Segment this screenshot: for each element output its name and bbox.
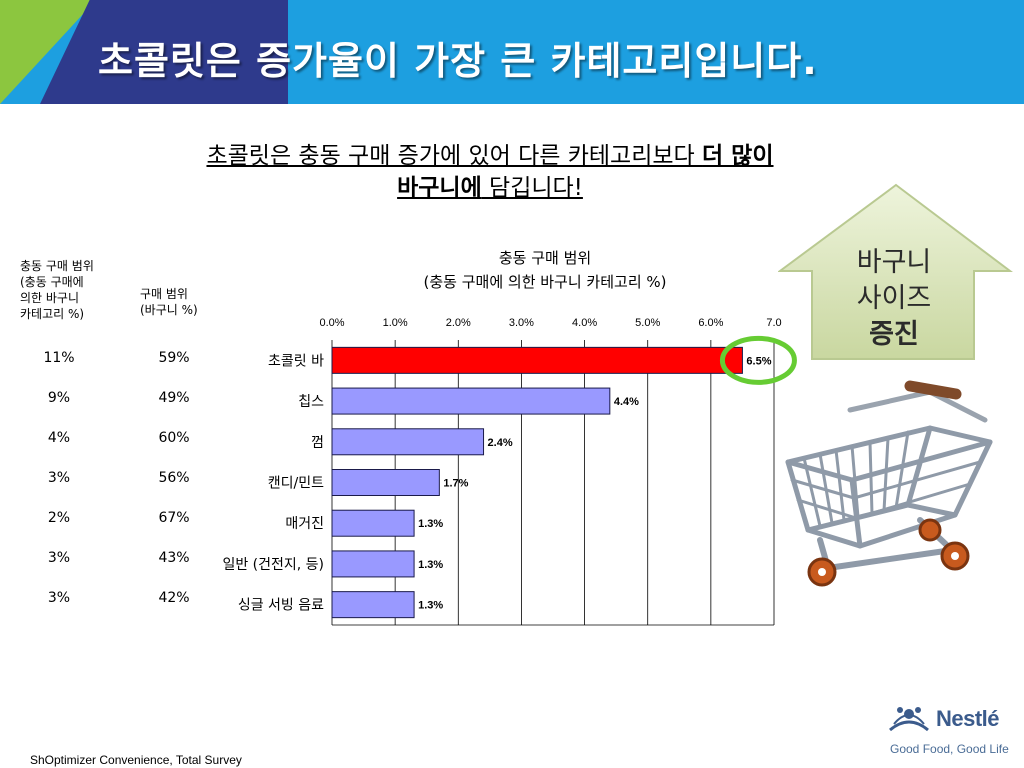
col1-header-line: 충동 구매 범위 bbox=[20, 259, 94, 273]
bar bbox=[331, 428, 485, 456]
col1-value: 9% bbox=[47, 390, 71, 406]
bar bbox=[331, 591, 415, 619]
source-note: ShOptimizer Convenience, Total Survey bbox=[30, 753, 242, 767]
header-banner: 초콜릿은 증가율이 가장 큰 카테고리입니다. bbox=[0, 0, 1024, 104]
impulse-bar-chart: 0.0% 1.0% 2.0% 3.0% 4.0% 5.0% 6.0% 7.0 초콜릿 바 6.5%… bbox=[222, 317, 797, 626]
subtitle: 초콜릿은 충동 구매 증가에 있어 다른 카테고리보다 더 많이 바구니에 담깁… bbox=[110, 140, 870, 204]
arrow-text-line: 사이즈 bbox=[857, 283, 932, 314]
col2-value: 67% bbox=[158, 510, 190, 526]
col1-value: 4% bbox=[47, 430, 71, 446]
col2-value: 42% bbox=[158, 590, 190, 606]
x-tick-label: 2.0% bbox=[446, 317, 471, 329]
subtitle-line1-text: 초콜릿은 충동 구매 증가에 있어 다른 카테고리보다 bbox=[206, 143, 703, 169]
chart-title: 충동 구매 범위 (충동 구매에 의한 바구니 카테고리 %) bbox=[360, 246, 730, 294]
brand-wordmark: Nestlé bbox=[936, 706, 1000, 731]
bar bbox=[331, 509, 415, 537]
x-tick-label: 4.0% bbox=[572, 317, 597, 329]
x-tick-label: 6.0% bbox=[698, 317, 723, 329]
category-label: 일반 (건전지, 등) bbox=[222, 557, 324, 573]
x-tick-label: 7.0 bbox=[766, 317, 781, 329]
bar bbox=[331, 550, 415, 578]
nest-icon bbox=[889, 707, 929, 732]
col2-header-line: (바구니 %) bbox=[140, 303, 198, 317]
category-label: 초콜릿 바 bbox=[268, 353, 324, 369]
arrow-text-line: 증진 bbox=[869, 319, 919, 350]
arrow-text-line: 바구니 bbox=[857, 247, 932, 278]
col2-value: 43% bbox=[158, 550, 190, 566]
category-label: 캔디/민트 bbox=[268, 476, 324, 492]
x-tick-label: 5.0% bbox=[635, 317, 660, 329]
data-label: 4.4% bbox=[614, 396, 639, 408]
banner-navy-stripe bbox=[40, 0, 288, 104]
col1-header-line: 의한 바구니 bbox=[20, 291, 80, 305]
subtitle-line1-emphasis: 더 많이 bbox=[702, 143, 774, 169]
data-label: 1.3% bbox=[418, 600, 443, 612]
bar bbox=[331, 387, 611, 415]
col2-header: 구매 범위 (바구니 %) bbox=[140, 286, 198, 318]
col1-value: 2% bbox=[47, 510, 71, 526]
col1-value: 3% bbox=[47, 470, 71, 486]
col1-value: 3% bbox=[47, 590, 71, 606]
data-label: 1.7% bbox=[443, 478, 468, 490]
col2-value: 59% bbox=[158, 350, 190, 366]
highlight-circle bbox=[719, 335, 797, 385]
data-label: 1.3% bbox=[418, 518, 443, 530]
data-label: 6.5% bbox=[746, 355, 771, 367]
page-title: 초콜릿은 증가율이 가장 큰 카테고리입니다. bbox=[98, 39, 818, 83]
x-tick-label: 1.0% bbox=[383, 317, 408, 329]
bar bbox=[331, 469, 440, 496]
data-label: 2.4% bbox=[488, 437, 513, 449]
col1-value: 3% bbox=[47, 550, 71, 566]
x-tick-label: 0.0% bbox=[319, 317, 344, 329]
brand-tagline: Good Food, Good Life bbox=[890, 742, 1009, 756]
col2-value: 60% bbox=[158, 430, 190, 446]
category-label: 껌 bbox=[311, 435, 324, 451]
col1-header-line: (충동 구매에 bbox=[20, 275, 84, 289]
col1-value: 11% bbox=[43, 350, 75, 366]
chart-title-line: (충동 구매에 의한 바구니 카테고리 %) bbox=[423, 273, 667, 291]
x-tick-label: 3.0% bbox=[509, 317, 534, 329]
category-label: 싱글 서빙 음료 bbox=[238, 598, 324, 614]
basket-growth-arrow: 바구니 사이즈 증진 bbox=[778, 183, 1013, 360]
subtitle-line2-text: 담깁니다! bbox=[481, 175, 583, 201]
bar bbox=[331, 346, 743, 374]
up-arrow-icon bbox=[778, 183, 1013, 360]
category-label: 매거진 bbox=[285, 516, 324, 532]
subtitle-line2-emphasis: 바구니에 bbox=[397, 175, 482, 201]
col1-header: 충동 구매 범위 (충동 구매에 의한 바구니 카테고리 %) bbox=[20, 258, 94, 322]
col2-value: 56% bbox=[158, 470, 190, 486]
chart-title-line: 충동 구매 범위 bbox=[498, 249, 592, 267]
category-label: 칩스 bbox=[298, 394, 324, 410]
col2-header-line: 구매 범위 bbox=[140, 287, 188, 301]
col1-header-line: 카테고리 %) bbox=[20, 307, 85, 321]
shopping-cart-icon bbox=[785, 380, 993, 587]
data-label: 1.3% bbox=[418, 559, 443, 571]
col2-value: 49% bbox=[158, 390, 190, 406]
